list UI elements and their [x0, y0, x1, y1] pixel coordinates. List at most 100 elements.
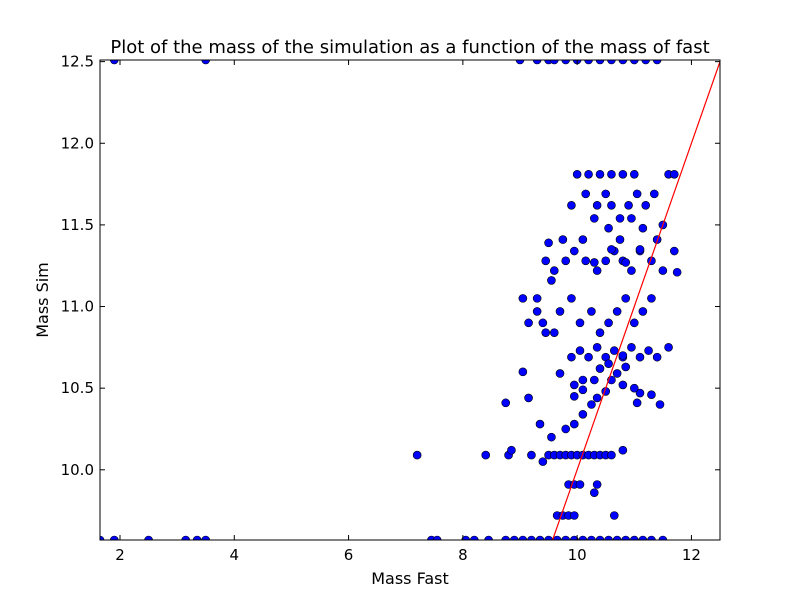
data-point	[549, 266, 559, 275]
x-tick-label: 2	[115, 546, 125, 564]
data-point	[652, 60, 662, 65]
data-point	[518, 367, 528, 377]
data-point	[532, 307, 542, 316]
x-tick-label: 12	[682, 546, 701, 564]
data-point	[547, 432, 556, 442]
data-point	[629, 60, 639, 65]
data-point	[638, 223, 648, 233]
y-tick-label: 12.5	[61, 53, 94, 71]
data-point	[635, 388, 645, 398]
data-point	[569, 419, 579, 429]
data-point	[609, 346, 619, 355]
x-tick-label: 10	[568, 546, 587, 564]
data-point	[549, 328, 559, 337]
data-point	[604, 535, 613, 540]
data-point	[589, 258, 599, 267]
data-point	[412, 450, 422, 460]
data-point	[595, 169, 605, 179]
data-point	[607, 60, 616, 65]
chart-title: Plot of the mass of the simulation as a …	[110, 37, 709, 58]
data-point	[595, 60, 605, 65]
plot-area-background	[100, 60, 720, 540]
data-point	[567, 201, 576, 210]
data-point	[527, 450, 536, 460]
data-point	[592, 393, 602, 403]
data-point	[552, 535, 562, 540]
data-point	[632, 398, 642, 408]
data-point	[567, 294, 576, 303]
data-point	[481, 450, 491, 460]
data-point	[581, 189, 591, 199]
data-point	[484, 535, 493, 540]
data-point	[615, 214, 625, 223]
data-point	[607, 169, 616, 179]
data-point	[572, 169, 582, 179]
data-point	[432, 535, 442, 540]
points-layer	[100, 60, 682, 540]
data-point	[469, 535, 479, 540]
data-point	[501, 535, 511, 540]
data-point	[544, 238, 553, 248]
data-point	[632, 189, 642, 199]
data-point	[641, 60, 651, 65]
data-point	[647, 535, 656, 540]
data-point	[561, 256, 571, 266]
data-point	[624, 201, 633, 210]
fit-line	[552, 60, 720, 540]
data-point	[541, 328, 551, 337]
data-point	[627, 214, 636, 223]
x-axis-label: Mass Fast	[371, 569, 449, 588]
data-point	[592, 480, 602, 489]
data-point	[612, 307, 622, 316]
data-point	[589, 214, 599, 223]
x-axis: 2 4 6 8 10 12	[115, 60, 701, 564]
data-point	[592, 201, 602, 210]
data-point	[655, 400, 665, 409]
data-point	[618, 380, 628, 390]
data-point	[669, 246, 679, 256]
data-point	[569, 380, 579, 390]
data-point	[527, 535, 536, 540]
data-point	[575, 480, 585, 489]
data-point	[201, 60, 211, 65]
y-axis: 10.0 10.5 11.0 11.5 12.0 12.5	[61, 53, 720, 479]
data-point	[629, 535, 639, 540]
data-point	[547, 276, 556, 285]
data-point	[592, 266, 602, 275]
data-point	[609, 511, 619, 520]
data-point	[518, 294, 528, 303]
x-tick-label: 8	[458, 546, 468, 564]
data-point	[584, 60, 593, 65]
data-point	[544, 535, 553, 540]
data-point	[641, 201, 651, 210]
data-point	[664, 343, 673, 352]
data-point	[515, 60, 525, 65]
data-point	[524, 393, 533, 403]
data-point	[587, 307, 596, 316]
data-point	[518, 535, 528, 540]
x-tick-label: 6	[344, 546, 354, 564]
data-point	[658, 535, 668, 540]
data-point	[587, 400, 596, 409]
data-point	[621, 258, 631, 267]
data-point	[612, 369, 622, 378]
data-point	[635, 352, 645, 362]
data-point	[627, 266, 636, 275]
data-point	[569, 392, 579, 401]
data-point	[601, 189, 611, 199]
data-point	[541, 256, 551, 266]
data-point	[507, 445, 516, 455]
plot-frame	[99, 59, 721, 541]
data-point	[501, 398, 511, 408]
data-point	[618, 351, 628, 360]
data-point	[621, 294, 631, 303]
data-point	[524, 318, 533, 328]
data-point	[638, 535, 648, 540]
data-point	[618, 445, 628, 455]
data-point	[144, 535, 153, 540]
data-point	[578, 375, 588, 385]
data-point	[672, 267, 682, 277]
y-tick-label: 11.5	[61, 216, 94, 234]
data-point	[629, 169, 639, 179]
data-point	[595, 535, 605, 540]
